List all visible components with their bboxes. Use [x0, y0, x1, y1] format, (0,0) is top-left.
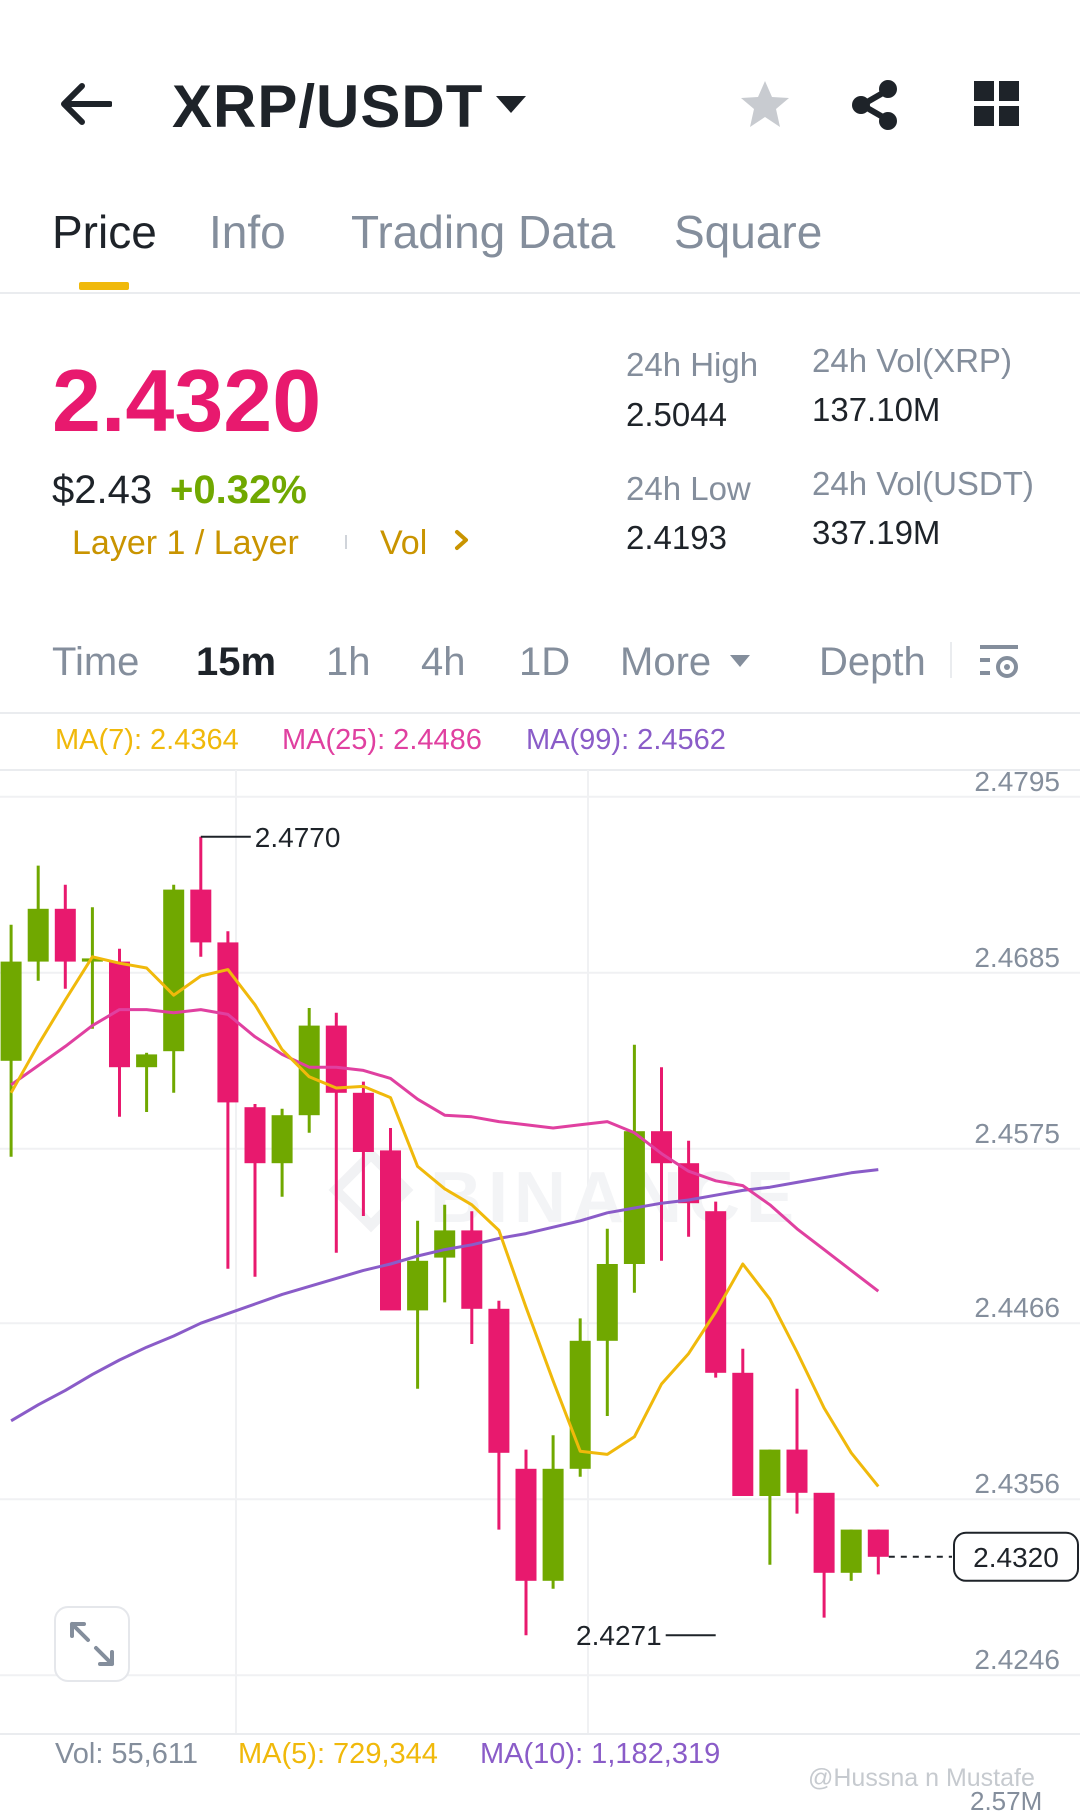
candle-body: [136, 1054, 158, 1068]
high-24h-label: 24h High: [626, 346, 759, 383]
tab-info[interactable]: Info: [209, 206, 286, 258]
candle-body: [434, 1230, 456, 1258]
user-watermark: @Hussna n Mustafe: [808, 1764, 1035, 1792]
binance-watermark: BINANCE: [430, 1158, 800, 1238]
candle-body: [651, 1131, 672, 1164]
vol-usdt-value: 337.19M: [812, 514, 941, 551]
share-icon[interactable]: [848, 78, 902, 132]
y-tick-label: 2.4466: [974, 1292, 1060, 1323]
y-tick-label: 2.4575: [974, 1118, 1060, 1149]
candlestick-chart[interactable]: 2.4795 2.4685 2.4575 2.4466 2.4356 2.4246 BINA…: [0, 712, 1080, 1772]
header-divider: [0, 292, 1080, 294]
tab-price[interactable]: Price: [52, 206, 157, 258]
candle-body: [867, 1529, 889, 1557]
volume-ma10-legend: MA(10): 1,182,319: [480, 1738, 721, 1770]
last-price: 2.4320: [52, 351, 322, 450]
vol-usdt-label: 24h Vol(USDT): [812, 465, 1034, 502]
vol-xrp-value: 137.10M: [812, 391, 941, 428]
candle-body: [813, 1492, 835, 1573]
candle-body: [81, 958, 103, 962]
candle-body: [515, 1468, 537, 1581]
high-marker-label: 2.4770: [255, 822, 341, 853]
chart-settings-icon[interactable]: [979, 642, 1021, 682]
expand-icon: [70, 1622, 114, 1666]
high-24h-value: 2.5044: [626, 396, 727, 433]
chevron-right-icon[interactable]: [454, 529, 470, 556]
candle-body: [759, 1449, 781, 1496]
y-tick-label: 2.4356: [974, 1468, 1060, 1499]
usd-price: $2.43: [52, 468, 153, 512]
ma99-line: [10, 1168, 879, 1423]
vol-tag[interactable]: Vol: [380, 524, 428, 562]
candle-body: [542, 1468, 564, 1581]
ma25-legend: MA(25): 2.4486: [282, 724, 482, 756]
candle-body: [705, 1211, 727, 1373]
fullscreen-button[interactable]: [54, 1606, 130, 1682]
candle-body: [380, 1150, 401, 1311]
candle-body: [596, 1264, 618, 1341]
current-price-box: [953, 1531, 1079, 1582]
current-price-label: 2.4320: [973, 1542, 1059, 1573]
candle-body: [217, 942, 239, 1103]
candle-body: [786, 1449, 808, 1493]
active-tab-indicator: [79, 282, 129, 290]
tab-square[interactable]: Square: [674, 206, 823, 258]
ma99-legend: MA(99): 2.4562: [526, 724, 726, 756]
tab-trading-data[interactable]: Trading Data: [351, 206, 616, 258]
timeframe-depth[interactable]: Depth: [819, 640, 926, 684]
back-arrow-icon[interactable]: [58, 80, 113, 128]
candle-body: [27, 908, 49, 962]
timeframe-1d[interactable]: 1D: [519, 640, 571, 684]
candle-body: [488, 1308, 510, 1453]
candle-body: [623, 1131, 645, 1264]
timeframe-15m[interactable]: 15m: [196, 640, 277, 684]
candle-body: [461, 1230, 483, 1309]
pair-title[interactable]: XRP/USDT: [172, 73, 484, 140]
candle-body: [840, 1529, 862, 1573]
candle-body: [54, 908, 76, 962]
y-tick-label: 2.4795: [974, 766, 1060, 797]
low-24h-label: 24h Low: [626, 470, 751, 507]
candle-body: [732, 1372, 754, 1496]
volume-ma5-legend: MA(5): 729,344: [238, 1738, 438, 1770]
pair-dropdown-icon[interactable]: [494, 92, 528, 116]
volume-legend: Vol: 55,611: [55, 1738, 198, 1770]
candle-body: [352, 1092, 374, 1152]
timeframe-4h[interactable]: 4h: [421, 640, 466, 684]
candle-body: [271, 1115, 293, 1164]
candle-body: [298, 1025, 320, 1116]
category-tag[interactable]: Layer 1 / Layer: [72, 524, 299, 562]
favorite-star-icon[interactable]: [738, 78, 792, 132]
vol-xrp-label: 24h Vol(XRP): [812, 342, 1012, 379]
tag-separator: [345, 535, 347, 549]
candle-body: [407, 1260, 429, 1311]
y-tick-label: 2.4246: [974, 1644, 1060, 1675]
candle-body: [244, 1107, 266, 1164]
more-dropdown-icon[interactable]: [729, 653, 751, 669]
timeframe-divider: [950, 642, 952, 678]
candle-body: [190, 889, 212, 943]
ma7-line: [9, 955, 880, 1488]
timeframe-more[interactable]: More: [620, 640, 712, 684]
timeframe-time[interactable]: Time: [52, 640, 140, 684]
y-tick-label: 2.4685: [974, 942, 1060, 973]
candle-body: [325, 1025, 347, 1093]
low-24h-value: 2.4193: [626, 519, 727, 556]
price-change-percent: +0.32%: [170, 468, 307, 512]
ma7-legend: MA(7): 2.4364: [55, 724, 239, 756]
timeframe-1h[interactable]: 1h: [326, 640, 371, 684]
low-marker-label: 2.4271: [576, 1620, 662, 1651]
ma25-line: [10, 1008, 880, 1293]
candle-body: [109, 961, 130, 1068]
grid-menu-icon[interactable]: [973, 80, 1021, 128]
candle-body: [0, 961, 22, 1061]
candle-body: [163, 889, 185, 1052]
